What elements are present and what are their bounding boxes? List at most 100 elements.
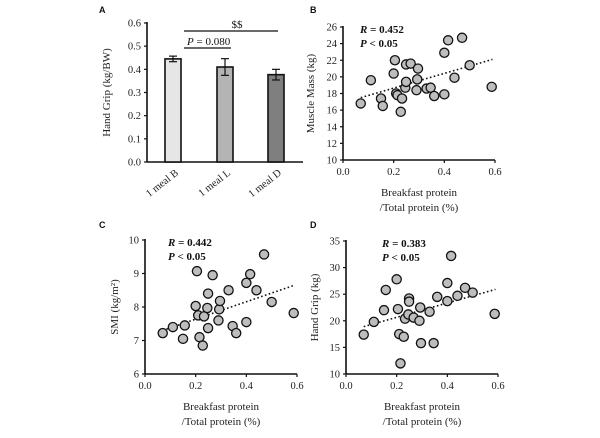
y-tick-label: 0.4 (128, 65, 142, 76)
data-point (459, 282, 471, 294)
data-point (241, 277, 252, 289)
x-axis-label-line2: /Total protein (%) (182, 416, 261, 428)
y-tick-label: 9 (134, 269, 139, 280)
x-tick-label: 0.0 (138, 381, 151, 392)
category-label: 1 meal D (247, 167, 284, 200)
data-point (411, 84, 422, 96)
data-point (392, 303, 404, 315)
data-point (251, 284, 262, 296)
bar (216, 66, 234, 163)
data-point (396, 93, 408, 104)
data-point (213, 315, 224, 326)
y-axis-label: Hand Grip (kg/BW) (101, 48, 113, 137)
data-point (202, 288, 214, 299)
data-point (395, 358, 406, 369)
data-point (190, 300, 201, 312)
panel-b-scatter: 10 12 14 16 18 20 22 24 26 0.0 0.2 0.4 0.6 Muscle Mas… (305, 23, 502, 215)
data-point (445, 250, 457, 262)
category-label: 1 meal L (197, 168, 233, 200)
data-point (391, 274, 402, 285)
x-axis-label-line1: Breakfast protein (381, 187, 458, 199)
data-point (202, 322, 214, 334)
bar (164, 58, 182, 163)
x-tick-label: 0.2 (387, 167, 400, 178)
data-point (179, 320, 191, 331)
panel-c-scatter: 6 7 8 9 10 0.0 0.2 0.4 0.6 SMI (kg/m²) Breakfast p… (109, 236, 304, 429)
data-point (412, 63, 424, 74)
x-tick-label: 0.0 (336, 167, 349, 178)
y-tick-label: 20 (327, 72, 338, 83)
panel-label-a: A (99, 5, 106, 15)
data-point (368, 316, 380, 328)
data-point (378, 304, 390, 316)
data-point (431, 291, 443, 303)
data-point (389, 55, 401, 66)
data-point (177, 333, 189, 345)
y-axis-label: SMI (kg/m²) (109, 279, 121, 335)
x-tick-label: 0.4 (441, 381, 455, 392)
data-point (157, 327, 168, 339)
stat-p: P < 0.05 (360, 38, 398, 50)
data-point (191, 265, 203, 277)
data-point (365, 74, 377, 86)
y-tick-label: 24 (327, 39, 338, 50)
y-tick-label: 16 (327, 106, 338, 117)
y-tick-label: 6 (134, 370, 139, 381)
data-point (400, 76, 412, 88)
data-point (167, 321, 179, 333)
panel-d-scatter: 10 15 20 25 30 35 0.0 0.2 0.4 0.6 Hand Grip (kg) Br… (309, 237, 505, 429)
panel-label-b: B (310, 5, 317, 15)
y-tick-label: 15 (330, 343, 341, 354)
data-point (403, 296, 415, 307)
data-point (464, 59, 475, 71)
y-tick-label: 22 (327, 56, 338, 67)
category-label: 1 meal B (144, 168, 181, 200)
data-point (380, 284, 392, 296)
data-point (489, 308, 500, 320)
data-point (486, 81, 497, 93)
data-point (442, 35, 454, 46)
trendline (162, 284, 295, 332)
panel-label-d: D (310, 220, 317, 230)
data-point (428, 90, 440, 102)
data-point (439, 47, 450, 59)
significance-label-b-d: $$ (232, 19, 244, 31)
data-point (415, 337, 427, 349)
y-axis-label: Muscle Mass (kg) (305, 53, 317, 133)
y-tick-label: 0.0 (128, 158, 141, 169)
stat-r: R = 0.452 (359, 24, 404, 36)
y-tick-label: 0.5 (128, 42, 141, 53)
y-tick-label: 26 (327, 23, 338, 34)
y-tick-label: 10 (330, 370, 341, 381)
data-point (398, 331, 410, 343)
y-tick-label: 0.1 (128, 134, 141, 145)
x-tick-label: 0.2 (189, 381, 202, 392)
y-tick-label: 25 (330, 290, 341, 301)
data-point (358, 329, 369, 340)
data-point (414, 315, 425, 327)
bar (267, 73, 285, 163)
y-tick-label: 30 (330, 263, 341, 274)
x-tick-label: 0.4 (438, 167, 452, 178)
y-tick-label: 18 (327, 89, 338, 100)
data-point (442, 295, 453, 307)
x-tick-label: 0.6 (488, 167, 501, 178)
data-point (214, 295, 226, 307)
stat-r: R = 0.442 (167, 237, 212, 249)
data-point (207, 269, 218, 281)
y-tick-label: 12 (327, 139, 338, 150)
data-point (223, 284, 234, 296)
trendline (360, 58, 493, 99)
x-axis-label-line2: /Total protein (%) (383, 416, 462, 428)
y-tick-label: 20 (330, 316, 341, 327)
data-point (197, 340, 209, 351)
x-axis-label-line2: /Total protein (%) (380, 202, 459, 214)
data-point (241, 316, 252, 328)
data-point (395, 106, 407, 118)
data-point (414, 302, 426, 313)
data-point (452, 290, 463, 302)
significance-label-b-l: P = 0.080 (186, 36, 231, 48)
data-point (411, 74, 423, 85)
data-point (405, 58, 416, 69)
